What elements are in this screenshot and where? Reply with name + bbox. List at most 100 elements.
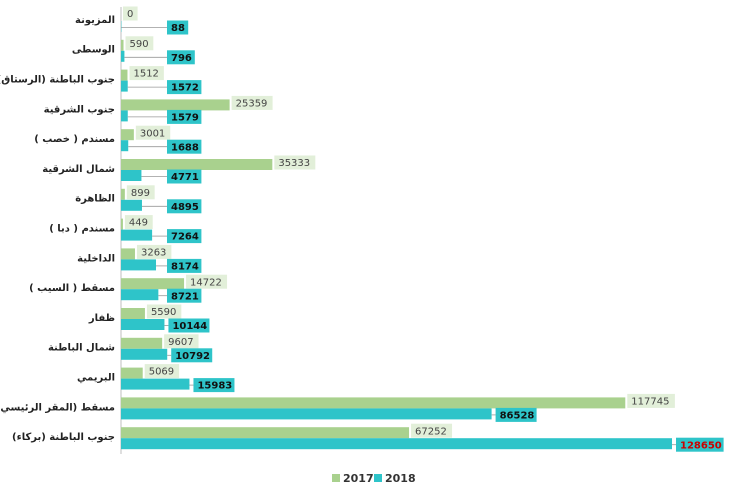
data-label-2018-6-box [167, 199, 202, 214]
bar-2018-12 [121, 378, 190, 390]
data-label-2018-11-box [171, 348, 213, 363]
data-label-2017-3: 25359 [236, 99, 268, 110]
legend-label-2018: 2018 [385, 472, 416, 485]
data-label-2018-2: 1572 [171, 83, 199, 94]
bar-2017-14 [121, 427, 410, 439]
category-label-12: البريمي [77, 373, 115, 384]
data-label-2017-12: 5069 [149, 367, 174, 378]
data-label-2017-4-box [135, 125, 171, 140]
data-label-2018-1-group: 796 [124, 50, 195, 65]
bar-2018-3 [121, 110, 128, 122]
data-label-2017-0-box [123, 6, 138, 21]
data-label-2017-7-group: 449 [124, 215, 153, 230]
bar-2017-12 [121, 367, 143, 379]
category-label-5: شمال الشرقية [42, 164, 115, 175]
data-label-2017-3-box [231, 95, 273, 110]
data-label-2017-2-box [129, 66, 164, 81]
data-label-2018-7: 7264 [171, 232, 199, 243]
bars-layer [121, 21, 672, 450]
data-label-2018-10-group: 10144 [164, 318, 210, 333]
data-label-2017-3-group: 25359 [231, 95, 273, 110]
category-label-4: مسندم ( خصب ) [34, 134, 115, 145]
data-label-2017-9-group: 14722 [186, 274, 228, 289]
bar-2017-5 [121, 159, 273, 170]
data-label-2017-5-box [274, 155, 316, 170]
data-label-2018-14-box [676, 437, 724, 452]
bar-2018-2 [121, 80, 128, 92]
bar-2018-1 [121, 50, 125, 62]
data-label-2017-12-group: 5069 [144, 364, 180, 379]
data-label-2017-11: 9607 [168, 337, 193, 348]
category-label-9: مسقط ( السيب ) [29, 283, 115, 294]
data-label-2018-6: 4895 [171, 202, 199, 213]
data-label-2018-0-box [167, 20, 189, 35]
data-label-2018-13: 86528 [500, 411, 535, 422]
data-label-2017-5: 35333 [278, 158, 310, 169]
data-label-2017-8-group: 3263 [136, 244, 172, 259]
data-label-2018-8: 8174 [171, 262, 199, 273]
legend-swatch-2018 [374, 474, 382, 482]
bar-2017-4 [121, 129, 134, 141]
data-label-2018-4-box [167, 139, 202, 154]
category-label-10: ظفار [88, 313, 115, 324]
bar-2018-5 [121, 170, 142, 181]
data-label-2017-10-box [146, 304, 182, 319]
legend-label-2017: 2017 [343, 472, 374, 485]
data-label-2018-8-group: 8174 [156, 258, 202, 273]
bar-2017-3 [121, 99, 230, 111]
category-label-14: جنوب الباطنة (بركاء) [12, 432, 115, 443]
bar-2017-11 [121, 337, 163, 349]
data-label-2018-0: 88 [171, 23, 185, 34]
category-label-1: الوسطى [72, 45, 115, 56]
data-label-2018-12: 15983 [197, 381, 232, 392]
data-label-2017-1-group: 590 [125, 36, 154, 51]
data-label-2018-9-box [167, 288, 202, 303]
data-label-2018-12-group: 15983 [189, 378, 235, 393]
data-label-2018-14: 128650 [680, 440, 722, 451]
data-label-2017-13-box [627, 393, 675, 408]
data-label-2018-3: 1579 [171, 113, 199, 124]
data-label-2017-9: 14722 [190, 277, 222, 288]
data-label-2018-11-group: 10792 [167, 348, 213, 363]
legend-swatch-2017 [332, 474, 340, 482]
data-label-2018-9-group: 8721 [158, 288, 202, 303]
bar-2018-13 [121, 408, 492, 420]
bar-2018-8 [121, 259, 157, 271]
category-labels-layer: المزيونة الوسطى جنوب الباطنة (الرستاق) جنوب… [0, 15, 115, 443]
data-label-2018-4: 1688 [171, 142, 199, 153]
bar-2017-7 [121, 218, 123, 230]
data-label-2018-10-box [168, 318, 210, 333]
category-label-2: جنوب الباطنة (الرستاق) [0, 75, 115, 86]
bar-2017-10 [121, 308, 145, 319]
bar-2017-13 [121, 397, 626, 409]
data-label-2017-4: 3001 [140, 128, 165, 139]
data-label-2018-3-group: 1579 [127, 109, 202, 124]
data-label-2017-11-box [164, 334, 199, 349]
data-label-2018-0-group: 88 [121, 20, 189, 35]
data-label-2018-13-group: 86528 [491, 407, 537, 422]
data-label-2017-7-box [124, 215, 153, 230]
bar-2017-6 [121, 188, 125, 200]
category-label-3: جنوب الشرقية [44, 104, 115, 115]
data-label-2018-2-group: 1572 [127, 80, 202, 95]
data-label-2017-9-box [186, 274, 228, 289]
data-label-2018-1-box [167, 50, 195, 65]
data-label-2017-14-group: 67252 [411, 423, 453, 438]
category-label-7: مسندم ( دبا ) [49, 224, 115, 235]
bar-2018-14 [121, 438, 672, 450]
data-label-2018-11: 10792 [175, 351, 210, 362]
data-label-2017-2: 1512 [133, 69, 158, 80]
bar-2018-6 [121, 199, 142, 211]
data-label-2017-1: 590 [130, 39, 149, 50]
data-label-2017-14-box [411, 423, 453, 438]
bar-2018-7 [121, 229, 153, 241]
bar-2017-9 [121, 278, 185, 290]
data-label-2017-6: 899 [131, 188, 150, 199]
bar-2017-8 [121, 248, 135, 260]
data-label-2018-10: 10144 [172, 321, 207, 332]
bar-2017-2 [121, 69, 128, 81]
data-label-2017-6-box [126, 185, 155, 200]
data-label-2018-6-group: 4895 [141, 199, 202, 214]
data-label-2018-13-box [495, 407, 537, 422]
